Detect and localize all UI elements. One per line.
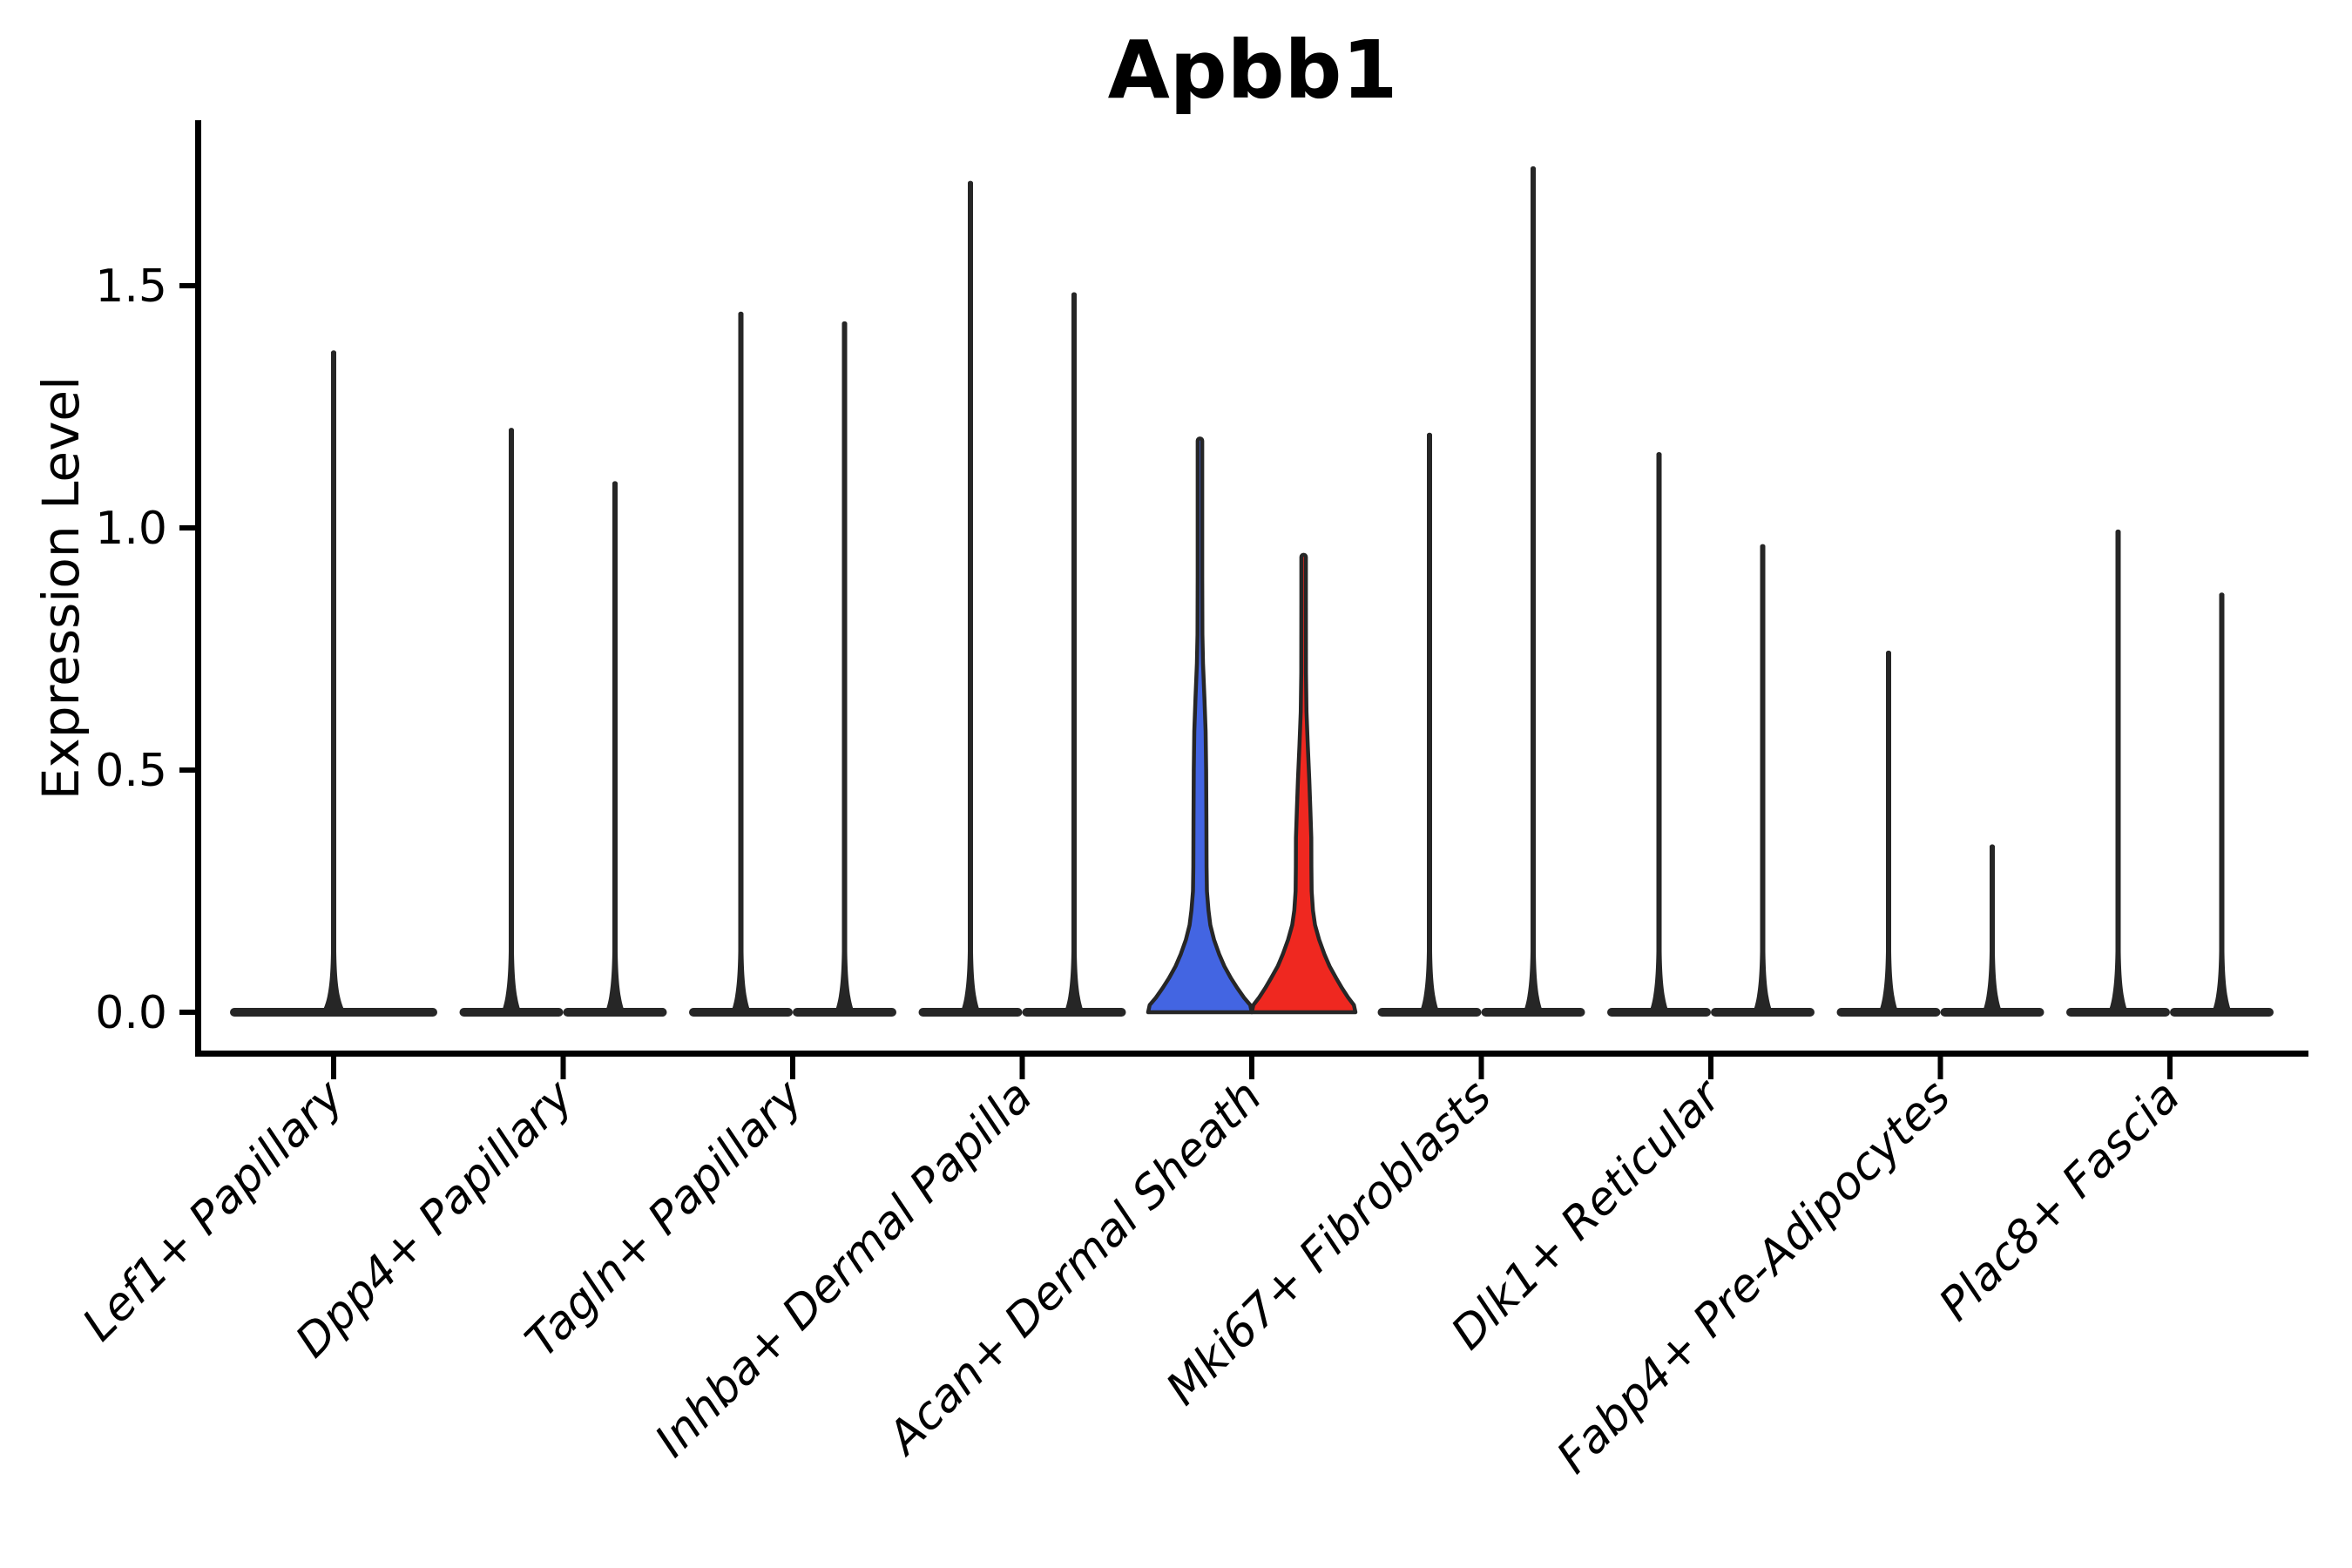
violin-density-spike [731,311,751,1011]
x-tick-mark [1249,1051,1254,1079]
x-tick-mark [331,1051,336,1079]
violin-density-spike [1983,844,2002,1011]
violin-category [1607,451,1815,1017]
x-tick-mark [1937,1051,1943,1079]
violins-group [230,166,2274,1017]
violin-density-spike [1524,166,1543,1011]
y-tick-mark [179,767,198,773]
violin-density-spike [1753,544,1773,1011]
violin-density-spike [1879,650,1898,1011]
violin-density-spike [1649,451,1669,1011]
x-tick-mark [790,1051,795,1079]
violin-category [230,350,437,1017]
violin-body-highlighted [1146,436,1254,1015]
violin-density-spike [2212,592,2232,1011]
y-tick-mark [179,1010,198,1015]
y-axis-spine [195,120,201,1057]
x-tick-label: Acan+ Dermal Sheath [876,1071,1272,1466]
x-tick-mark [1019,1051,1025,1079]
violin-category [689,311,896,1017]
y-tick-mark [179,283,198,288]
x-tick-label: Plac8+ Fascia [1930,1071,2190,1331]
y-tick-label: 0.0 [95,987,167,1039]
violin-category [2066,529,2274,1017]
x-tick-mark [2167,1051,2173,1079]
chart-title: Apbb1 [1108,24,1398,117]
violin-category [918,180,1126,1017]
x-tick-mark [1478,1051,1484,1079]
violin-density-spike [835,321,855,1011]
violin-density-spike [502,428,521,1011]
y-ticks-group: 0.0 0.5 1.0 1.5 [95,260,198,1039]
y-tick-label: 0.5 [95,745,167,797]
violin-density-spike [2108,529,2128,1011]
violin-category [1146,436,1358,1015]
violin-density-spike [1064,292,1084,1011]
violin-density-spike [605,481,625,1011]
x-tick-mark [1708,1051,1713,1079]
violin-category [1377,166,1585,1017]
violin-density-spike [1420,432,1439,1011]
violin-density-spike [321,350,346,1011]
y-axis-label: Expression Level [31,376,91,800]
y-tick-mark [179,525,198,531]
y-tick-label: 1.0 [95,503,167,555]
y-tick-label: 1.5 [95,260,167,313]
x-tick-label: Fabp4+ Pre-Adipocytes [1547,1071,1961,1484]
violin-category [1836,650,2044,1017]
x-tick-label: Inhba+ Dermal Papilla [645,1071,1043,1468]
violin-density-spike [961,180,980,1012]
violin-body-highlighted [1249,552,1358,1015]
violin-category [459,428,667,1017]
x-tick-mark [560,1051,566,1079]
